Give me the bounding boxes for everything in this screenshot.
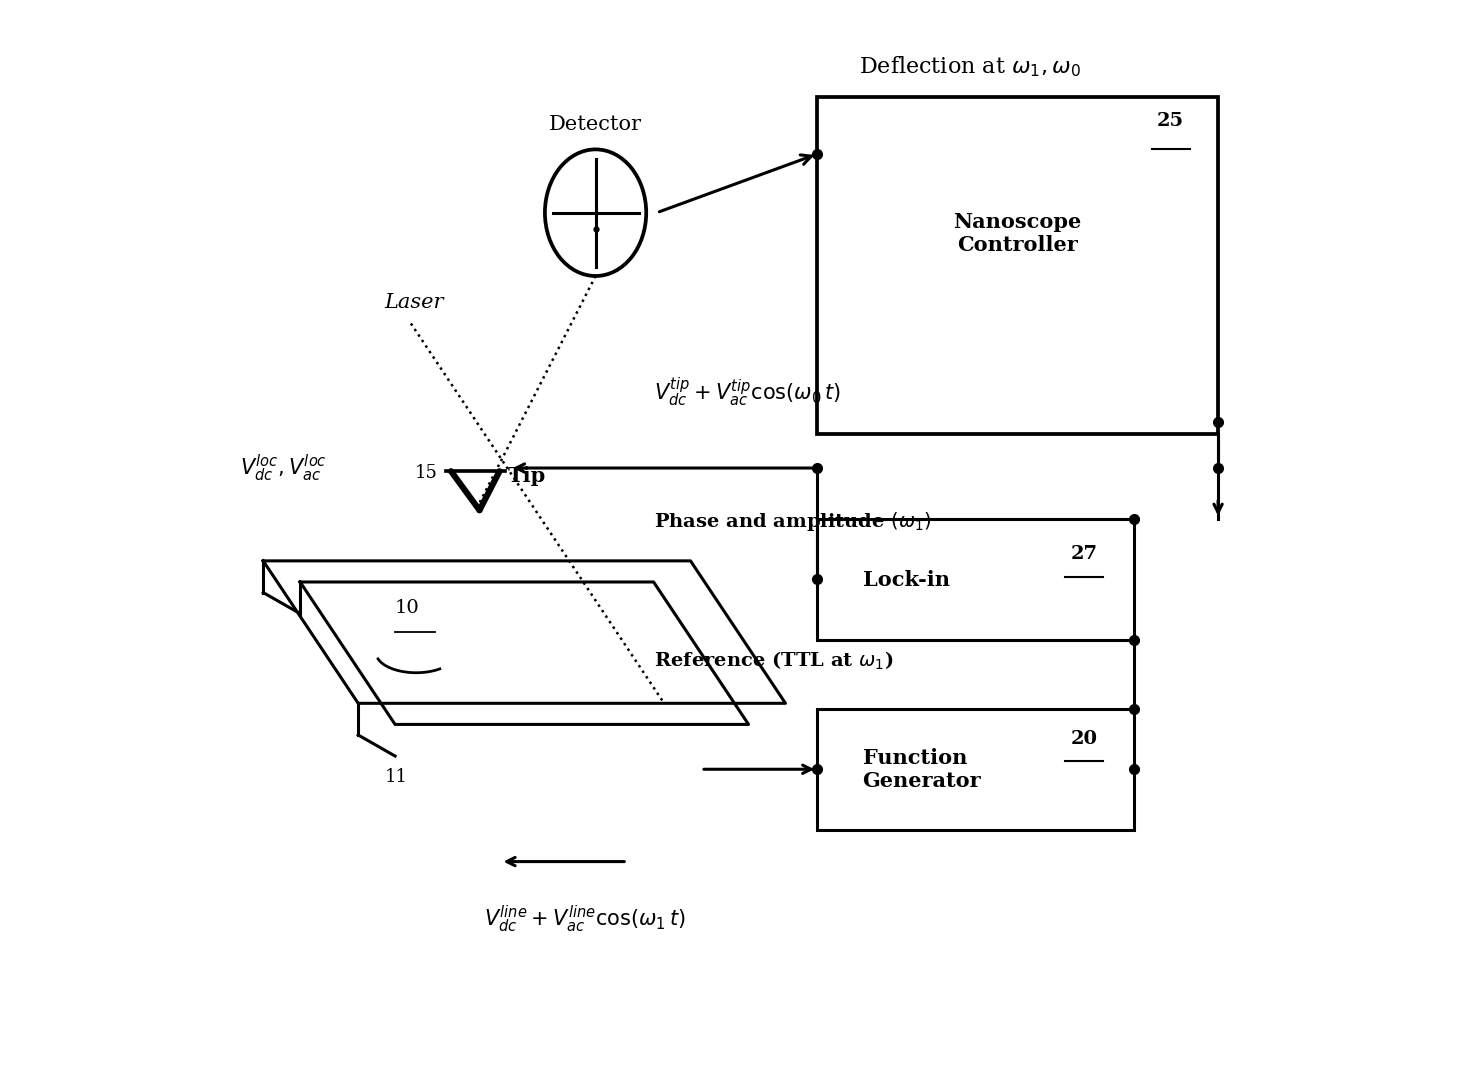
Text: 27: 27: [1070, 545, 1098, 563]
Text: Reference (TTL at $\omega_1$): Reference (TTL at $\omega_1$): [654, 650, 893, 672]
Bar: [818, 518, 1134, 640]
Text: Function
Generator: Function Generator: [862, 748, 982, 791]
Text: Nanoscope
Controller: Nanoscope Controller: [953, 212, 1082, 255]
Bar: [818, 709, 1134, 830]
Text: Laser: Laser: [385, 293, 444, 312]
Text: Phase and amplitude $(\omega_1)$: Phase and amplitude $(\omega_1)$: [654, 510, 931, 533]
Text: 20: 20: [1070, 730, 1098, 747]
Text: 11: 11: [385, 769, 407, 786]
Bar: [818, 96, 1218, 434]
Text: 10: 10: [396, 600, 419, 618]
Text: $V^{line}_{dc}+V^{line}_{ac}\cos(\omega_1\, t)$: $V^{line}_{dc}+V^{line}_{ac}\cos(\omega_…: [484, 904, 686, 935]
Text: 15: 15: [415, 464, 437, 482]
Text: Deflection at $\omega_1, \omega_0$: Deflection at $\omega_1, \omega_0$: [859, 55, 1082, 79]
Text: $V^{tip}_{dc}+V^{tip}_{ac}\cos(\omega_0\, t)$: $V^{tip}_{dc}+V^{tip}_{ac}\cos(\omega_0\…: [654, 375, 841, 408]
Text: Detector: Detector: [549, 114, 642, 134]
Text: $V^{loc}_{dc}, V^{loc}_{ac}$: $V^{loc}_{dc}, V^{loc}_{ac}$: [241, 452, 326, 483]
Text: Tip: Tip: [508, 466, 546, 486]
Text: Lock-in: Lock-in: [862, 570, 949, 590]
Text: 25: 25: [1157, 112, 1184, 130]
